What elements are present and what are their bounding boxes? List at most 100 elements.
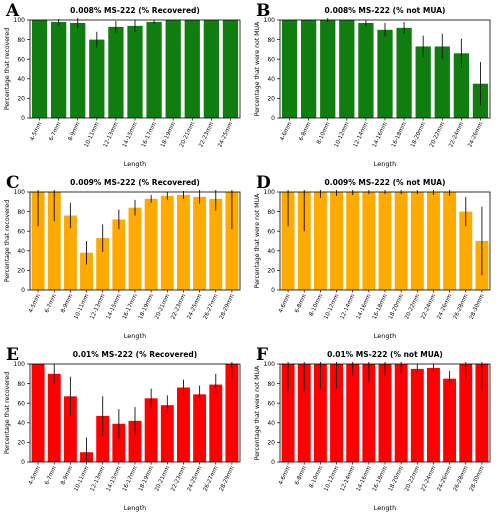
plot-frame bbox=[29, 363, 241, 463]
bar bbox=[281, 364, 295, 462]
x-tick-label: 12-13mm bbox=[103, 121, 120, 148]
x-tick-label: 8-9mm bbox=[68, 121, 82, 142]
bar bbox=[330, 192, 343, 290]
x-axis-label: Length bbox=[374, 160, 396, 168]
x-tick-label: 26-28mm bbox=[453, 293, 470, 320]
bar bbox=[313, 364, 327, 462]
bar bbox=[394, 364, 408, 462]
y-axis-label: Percentage that recovered bbox=[4, 28, 11, 110]
x-tick-label: 8-10mm bbox=[309, 293, 324, 317]
bar bbox=[281, 192, 295, 290]
x-tick-label: 12-13mm bbox=[90, 465, 107, 492]
x-tick-label: 14-15mm bbox=[106, 293, 123, 320]
y-tick-label: 0 bbox=[21, 115, 25, 122]
y-tick-label: 20 bbox=[17, 96, 25, 103]
y-tick-label: 20 bbox=[267, 268, 275, 275]
chart-title: 0.009% MS-222 (% not MUA) bbox=[325, 178, 446, 187]
x-tick-label: 12-14mm bbox=[340, 465, 357, 492]
x-tick-label: 22-23mm bbox=[170, 465, 187, 492]
x-tick-label: 6-7mm bbox=[44, 293, 58, 314]
x-tick-label: 12-14mm bbox=[340, 293, 357, 320]
x-tick-label: 28-29mm bbox=[219, 293, 236, 320]
bar bbox=[394, 192, 408, 290]
y-tick-label: 100 bbox=[264, 189, 276, 196]
bar bbox=[225, 364, 239, 462]
x-tick-label: 22-23mm bbox=[198, 121, 215, 148]
y-axis-label: Percentage that were not MUA bbox=[254, 21, 261, 116]
panel-label: D bbox=[256, 173, 271, 193]
x-tick-label: 6-7mm bbox=[44, 465, 58, 486]
x-tick-label: 8-9mm bbox=[60, 293, 74, 314]
bar bbox=[203, 20, 219, 118]
x-tick-label: 10-11mm bbox=[73, 465, 90, 492]
y-tick-label: 100 bbox=[264, 361, 276, 368]
bar bbox=[377, 29, 393, 118]
x-tick-label: 20-21mm bbox=[154, 465, 171, 492]
bar bbox=[339, 20, 355, 118]
chart-title: 0.01% MS-222 (% not MUA) bbox=[327, 350, 443, 359]
y-tick-label: 0 bbox=[271, 459, 275, 466]
y-tick-label: 0 bbox=[271, 287, 275, 294]
bar bbox=[144, 398, 158, 462]
bar bbox=[475, 364, 489, 462]
chart-panel-e: E 0.01% MS-222 (% Recovered) Percentage t… bbox=[0, 344, 250, 516]
x-tick-label: 8-10mm bbox=[309, 465, 324, 489]
y-tick-label: 100 bbox=[14, 361, 26, 368]
bar bbox=[160, 195, 174, 290]
x-tick-label: 20-22mm bbox=[404, 465, 421, 492]
chart-panel-b: B 0.008% MS-222 (% not MUA) Percentage th… bbox=[250, 0, 500, 172]
bar bbox=[112, 219, 126, 290]
bar bbox=[127, 25, 143, 119]
x-tick-label: 20-21mm bbox=[179, 121, 196, 148]
chart-title: 0.008% MS-222 (% Recovered) bbox=[70, 6, 200, 15]
y-tick-label: 60 bbox=[17, 400, 25, 407]
panel-label: B bbox=[256, 1, 271, 21]
bar bbox=[47, 373, 61, 462]
x-tick-label: 24-26mm bbox=[437, 293, 454, 320]
bar bbox=[443, 378, 457, 462]
x-axis-label: Length bbox=[374, 504, 396, 512]
y-axis-label: Percentage that were not MUA bbox=[254, 193, 261, 288]
bar bbox=[301, 20, 317, 118]
bar-chart-f: 0.01% MS-222 (% not MUA) Percentage that … bbox=[254, 350, 491, 512]
x-tick-label: 20-21mm bbox=[154, 293, 171, 320]
y-axis-label: Percentage that recovered bbox=[4, 372, 11, 454]
x-tick-label: 28-30mm bbox=[469, 465, 486, 492]
x-tick-label: 22-24mm bbox=[420, 465, 437, 492]
bar bbox=[70, 22, 86, 118]
x-tick-label: 16-17mm bbox=[122, 465, 139, 492]
chart-panel-d: D 0.009% MS-222 (% not MUA) Percentage th… bbox=[250, 172, 500, 344]
bar bbox=[358, 22, 374, 118]
x-axis-label: Length bbox=[124, 504, 146, 512]
bar bbox=[128, 420, 142, 462]
bar bbox=[453, 53, 469, 118]
bar bbox=[31, 20, 48, 118]
bar bbox=[396, 27, 412, 119]
x-tick-label: 18-19mm bbox=[160, 121, 177, 148]
bar bbox=[80, 252, 93, 290]
bar bbox=[443, 192, 457, 290]
bar bbox=[146, 21, 162, 118]
bar bbox=[362, 364, 376, 462]
x-tick-label: 10-11mm bbox=[84, 121, 101, 148]
y-tick-label: 80 bbox=[17, 37, 25, 44]
y-tick-label: 60 bbox=[267, 56, 275, 63]
x-tick-label: 10-12mm bbox=[334, 121, 351, 148]
bar bbox=[31, 364, 45, 462]
x-tick-label: 12-14mm bbox=[353, 121, 370, 148]
bar bbox=[346, 364, 360, 462]
x-tick-label: 6-8mm bbox=[294, 293, 308, 314]
chart-panel-f: F 0.01% MS-222 (% not MUA) Percentage tha… bbox=[250, 344, 500, 516]
bar bbox=[89, 39, 105, 118]
x-tick-label: 4-5mm bbox=[28, 293, 42, 314]
bar bbox=[378, 192, 392, 290]
bar bbox=[281, 20, 298, 118]
x-tick-label: 28-29mm bbox=[219, 465, 236, 492]
x-tick-label: 14-15mm bbox=[122, 121, 139, 148]
bar bbox=[51, 21, 67, 118]
bar bbox=[410, 192, 424, 290]
bar-chart-d: 0.009% MS-222 (% not MUA) Percentage that… bbox=[254, 178, 491, 340]
y-tick-label: 20 bbox=[267, 96, 275, 103]
y-tick-label: 60 bbox=[17, 228, 25, 235]
y-tick-label: 80 bbox=[17, 381, 25, 388]
